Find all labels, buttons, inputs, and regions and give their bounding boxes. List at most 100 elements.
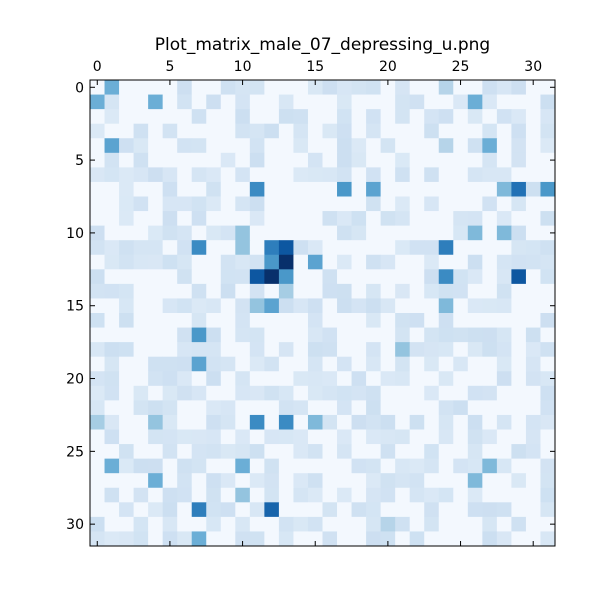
heatmap-cell-30-18 <box>351 516 367 532</box>
heatmap-cell-11-27 <box>482 240 498 256</box>
heatmap-cell-15-20 <box>380 298 396 314</box>
heatmap-cell-18-6 <box>177 342 193 358</box>
heatmap-cell-30-3 <box>133 516 149 532</box>
heatmap-cell-24-18 <box>351 429 367 445</box>
heatmap-cell-27-24 <box>438 473 454 489</box>
heatmap-cell-26-5 <box>162 458 178 474</box>
heatmap-cell-2-9 <box>220 109 236 125</box>
heatmap-cell-1-7 <box>191 94 207 110</box>
heatmap-cell-10-13 <box>278 225 294 241</box>
heatmap-cell-24-8 <box>206 429 222 445</box>
heatmap-cell-20-8 <box>206 371 222 387</box>
heatmap-cell-9-13 <box>278 211 294 227</box>
heatmap-cell-31-22 <box>409 531 425 547</box>
heatmap-cell-11-17 <box>337 240 352 256</box>
heatmap-cell-30-26 <box>467 516 483 532</box>
heatmap-cell-4-0 <box>90 138 105 154</box>
heatmap-cell-11-1 <box>104 240 120 256</box>
heatmap-cell-4-15 <box>307 138 323 154</box>
heatmap-cell-13-31 <box>540 269 556 285</box>
heatmap-cell-21-17 <box>337 385 352 401</box>
heatmap-cell-28-8 <box>206 487 222 503</box>
heatmap-cell-6-9 <box>220 167 236 183</box>
heatmap-cell-1-28 <box>496 94 512 110</box>
heatmap-cell-21-19 <box>366 385 382 401</box>
heatmap-cell-7-4 <box>148 181 164 197</box>
heatmap-cell-15-2 <box>119 298 134 314</box>
heatmap-cell-31-0 <box>90 531 105 547</box>
heatmap-cell-15-21 <box>395 298 411 314</box>
heatmap-cell-17-18 <box>351 327 367 343</box>
heatmap-cell-27-1 <box>104 473 120 489</box>
heatmap-cell-7-21 <box>395 181 411 197</box>
heatmap-cell-2-19 <box>366 109 382 125</box>
heatmap-cell-4-16 <box>322 138 338 154</box>
heatmap-cell-15-11 <box>249 298 265 314</box>
heatmap-cell-9-31 <box>540 211 556 227</box>
x-tick-label-15: 15 <box>306 59 324 75</box>
heatmap-cell-26-1 <box>104 458 120 474</box>
heatmap-cell-1-8 <box>206 94 222 110</box>
heatmap-cell-9-6 <box>177 211 193 227</box>
heatmap-cell-0-20 <box>380 80 396 95</box>
heatmap-cell-3-10 <box>235 123 251 139</box>
heatmap-cell-27-14 <box>293 473 309 489</box>
heatmap-cell-24-15 <box>307 429 323 445</box>
heatmap-cell-14-11 <box>249 283 265 299</box>
heatmap-cell-31-28 <box>496 531 512 547</box>
heatmap-cell-21-12 <box>264 385 280 401</box>
heatmap-cell-13-8 <box>206 269 222 285</box>
heatmap-cell-18-11 <box>249 342 265 358</box>
heatmap-cell-23-2 <box>119 414 134 430</box>
heatmap-cell-23-10 <box>235 414 251 430</box>
heatmap-cell-30-30 <box>525 516 541 532</box>
heatmap-cell-2-18 <box>351 109 367 125</box>
heatmap-cell-14-8 <box>206 283 222 299</box>
heatmap-cell-18-3 <box>133 342 149 358</box>
heatmap-cell-12-24 <box>438 254 454 270</box>
heatmap-cell-5-15 <box>307 152 323 168</box>
heatmap-cell-15-25 <box>453 298 469 314</box>
heatmap-cell-11-30 <box>525 240 541 256</box>
heatmap-cell-28-20 <box>380 487 396 503</box>
heatmap-cell-28-21 <box>395 487 411 503</box>
heatmap-cell-6-28 <box>496 167 512 183</box>
heatmap-cell-22-9 <box>220 400 236 416</box>
heatmap-cell-13-30 <box>525 269 541 285</box>
heatmap-cell-31-13 <box>278 531 294 547</box>
heatmap-cell-4-30 <box>525 138 541 154</box>
heatmap-cell-19-19 <box>366 356 382 372</box>
heatmap-cell-27-27 <box>482 473 498 489</box>
heatmap-cell-27-31 <box>540 473 556 489</box>
heatmap-cell-5-4 <box>148 152 164 168</box>
heatmap-cell-4-18 <box>351 138 367 154</box>
heatmap-cell-9-19 <box>366 211 382 227</box>
heatmap-cell-18-14 <box>293 342 309 358</box>
heatmap-cell-29-6 <box>177 502 193 518</box>
heatmap-cell-31-5 <box>162 531 178 547</box>
heatmap-cell-3-20 <box>380 123 396 139</box>
heatmap-cell-16-30 <box>525 313 541 328</box>
heatmap-cell-6-31 <box>540 167 556 183</box>
heatmap-cell-19-18 <box>351 356 367 372</box>
heatmap-cell-8-0 <box>90 196 105 212</box>
heatmap-cell-30-8 <box>206 516 222 532</box>
heatmap-cell-31-12 <box>264 531 280 547</box>
heatmap-cell-20-27 <box>482 371 498 387</box>
heatmap-cell-7-11 <box>249 181 265 197</box>
heatmap-cell-26-19 <box>366 458 382 474</box>
heatmap-cell-1-0 <box>90 94 105 110</box>
heatmap-cell-17-3 <box>133 327 149 343</box>
heatmap-cell-21-20 <box>380 385 396 401</box>
heatmap-cell-5-25 <box>453 152 469 168</box>
heatmap-cell-10-9 <box>220 225 236 241</box>
heatmap-cell-25-5 <box>162 444 178 460</box>
heatmap-cell-5-23 <box>424 152 440 168</box>
heatmap-cell-16-4 <box>148 313 164 328</box>
heatmap-cell-14-28 <box>496 283 512 299</box>
heatmap-cell-30-29 <box>511 516 527 532</box>
heatmap-cell-25-7 <box>191 444 207 460</box>
heatmap-cell-30-2 <box>119 516 134 532</box>
heatmap-cell-16-16 <box>322 313 338 328</box>
